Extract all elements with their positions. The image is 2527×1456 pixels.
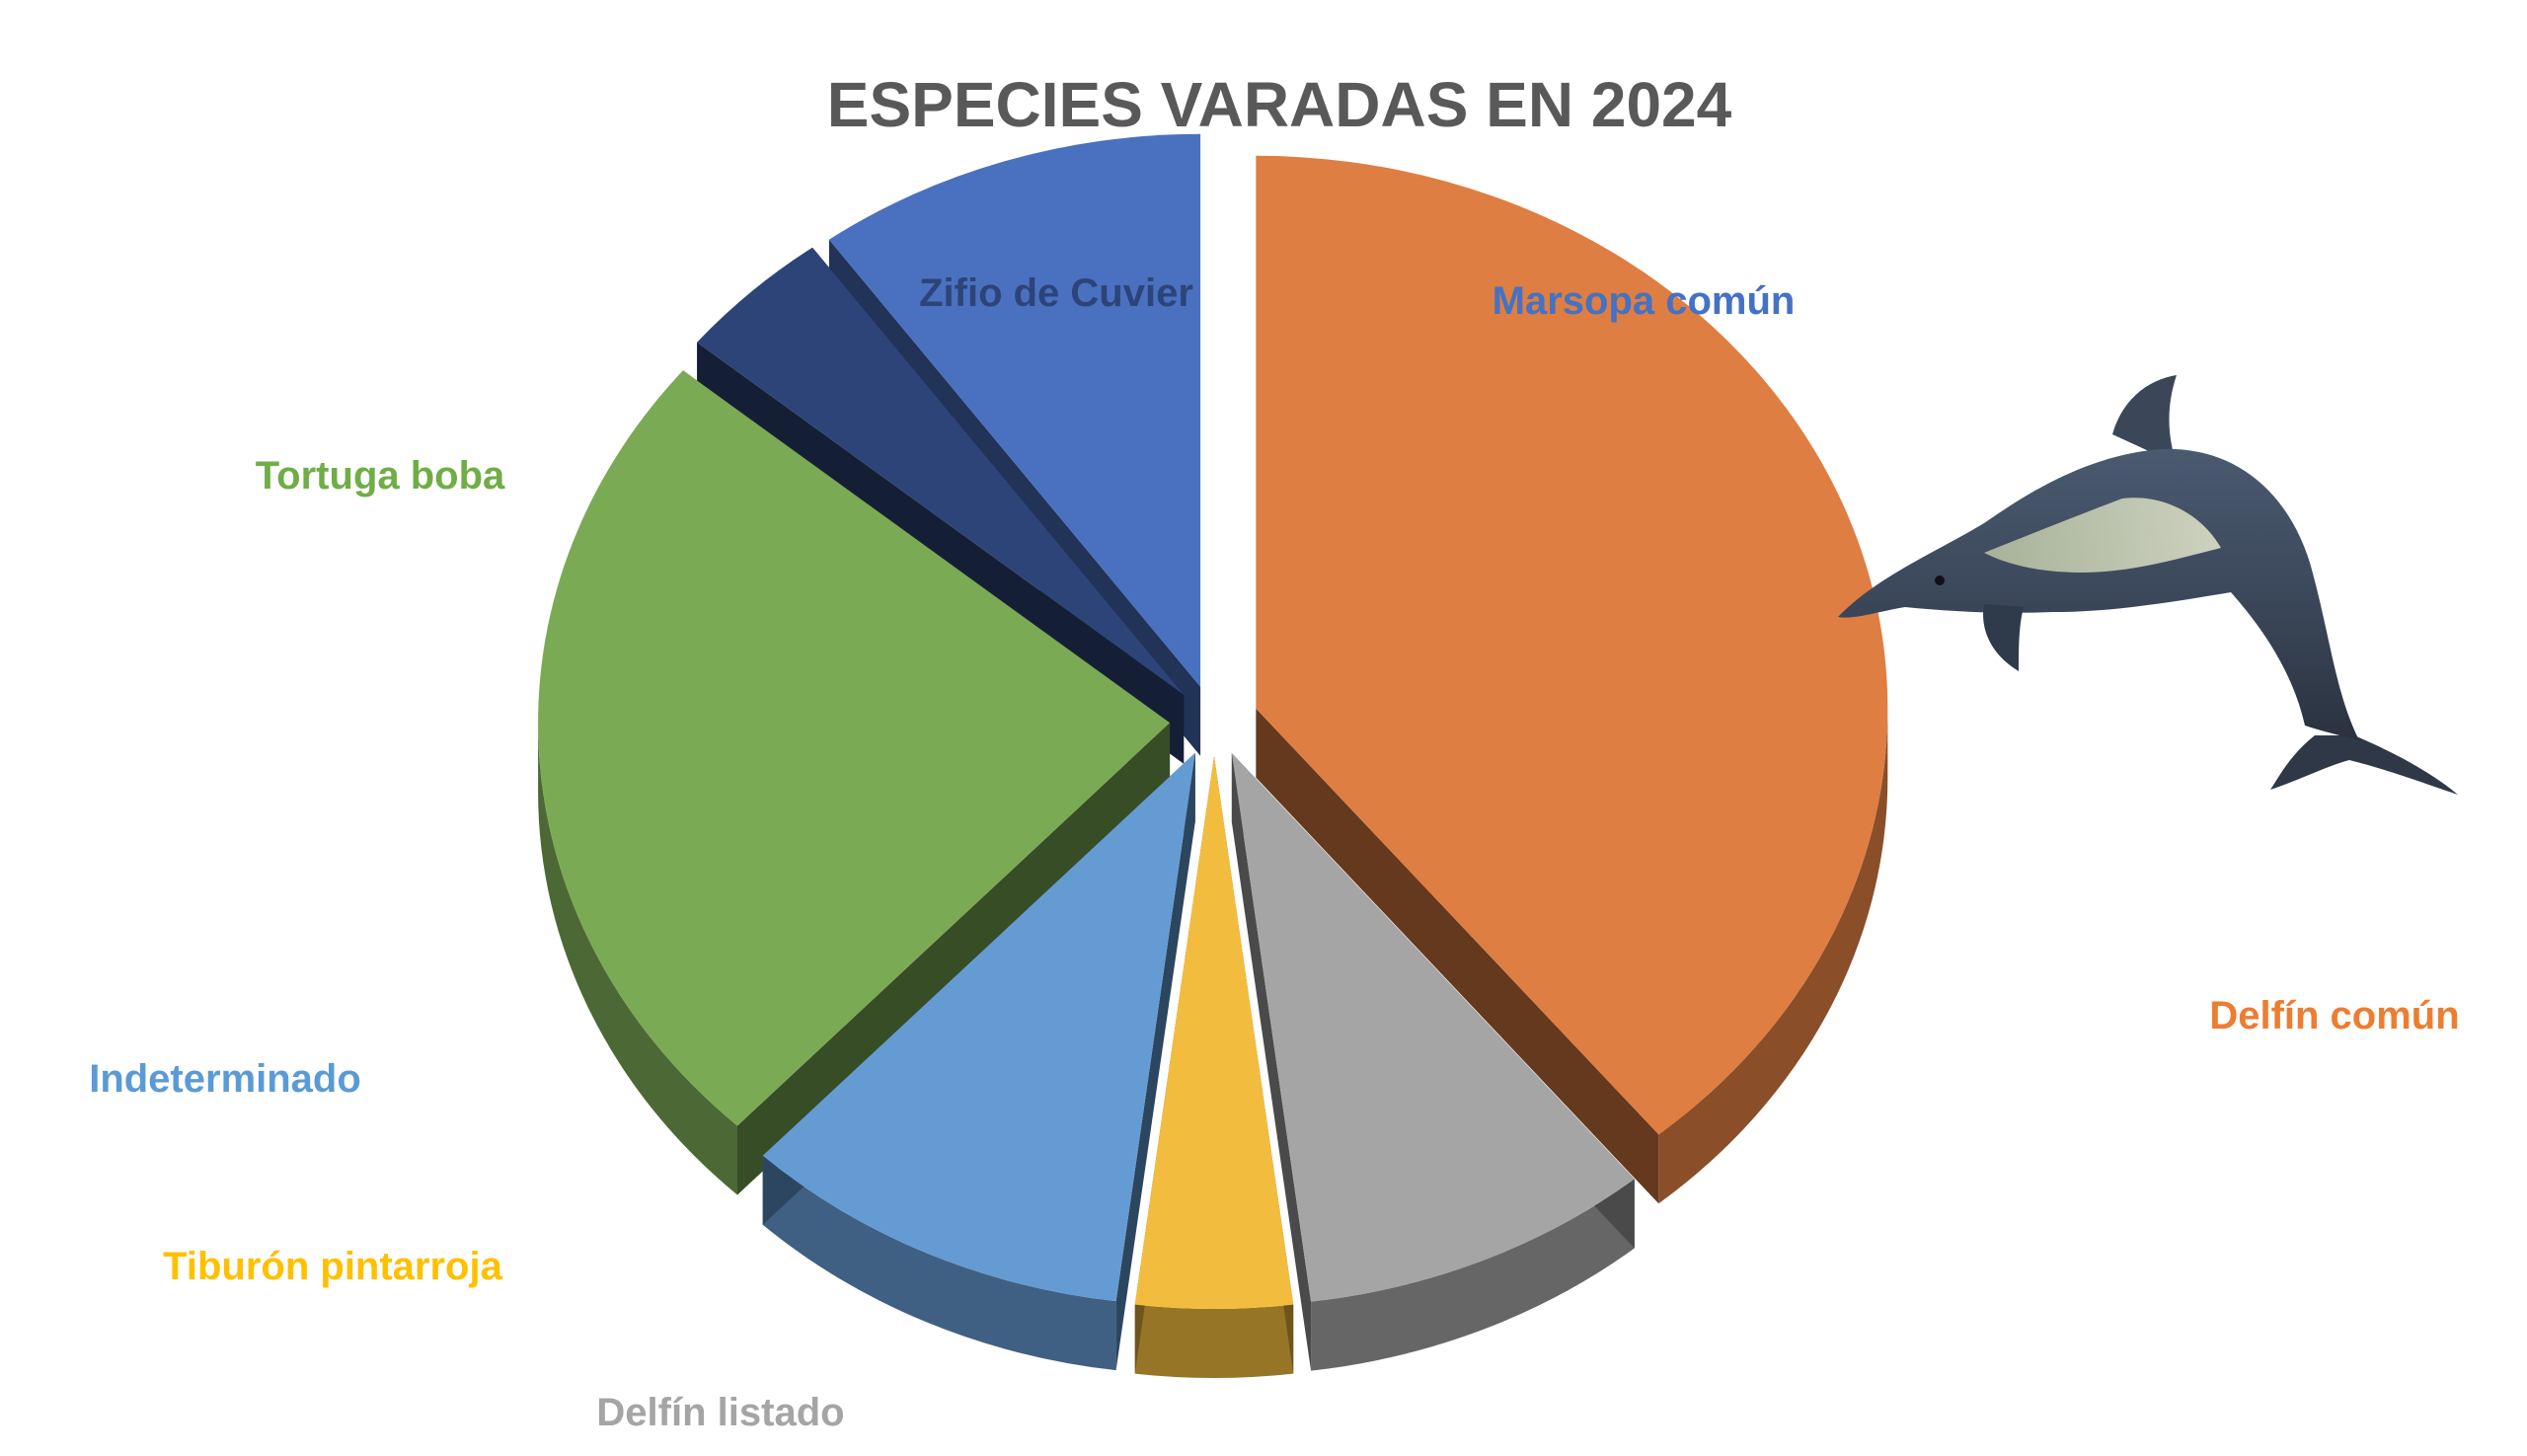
slice-tortuga-boba: [538, 370, 1171, 1195]
slice-tiburon-pintarroja: [1134, 756, 1294, 1378]
label-indeterminado: Indeterminado: [89, 1057, 361, 1101]
slice-wall-delfin-listado: [1231, 753, 1312, 1371]
label-tortuga-boba: Tortuga boba: [256, 454, 505, 498]
slice-top-indeterminado: [762, 752, 1195, 1302]
slice-wall-delfin-comun: [1256, 708, 1659, 1204]
slice-top-marsopa-comun: [828, 133, 1201, 687]
slice-top-delfin-comun: [1256, 155, 1888, 1135]
slice-top-zifio-de-cuvier: [697, 247, 1185, 695]
pie-slices: [538, 133, 1888, 1378]
slice-top-tortuga-boba: [538, 370, 1171, 1126]
slice-delfin-comun: [1256, 155, 1888, 1204]
dolphin-icon: [1838, 375, 2458, 795]
label-marsopa-comun: Marsopa común: [1493, 279, 1796, 323]
label-tiburon-pintarroja: Tiburón pintarroja: [163, 1245, 502, 1288]
slice-wall-indeterminado: [1115, 752, 1195, 1371]
slice-side-delfin-listado: [1311, 1179, 1635, 1371]
label-zifio-de-cuvier: Zifio de Cuvier: [919, 271, 1193, 315]
slice-side-indeterminado: [762, 1155, 1116, 1371]
chart-title: ESPECIES VARADAS EN 2024: [827, 69, 1732, 140]
label-delfin-comun: Delfín común: [2209, 994, 2459, 1037]
slice-side-tortuga-boba: [538, 723, 737, 1195]
label-delfin-listado: Delfín listado: [596, 1391, 844, 1434]
slice-side-delfin-comun: [1658, 708, 1888, 1204]
slice-wall-tortuga-boba: [736, 723, 1171, 1195]
slice-delfin-listado: [1231, 753, 1635, 1371]
slice-top-tiburon-pintarroja: [1134, 756, 1294, 1309]
slice-side-tiburon-pintarroja: [1134, 1304, 1294, 1378]
slice-indeterminado: [762, 752, 1195, 1371]
slice-top-delfin-listado: [1231, 753, 1635, 1302]
